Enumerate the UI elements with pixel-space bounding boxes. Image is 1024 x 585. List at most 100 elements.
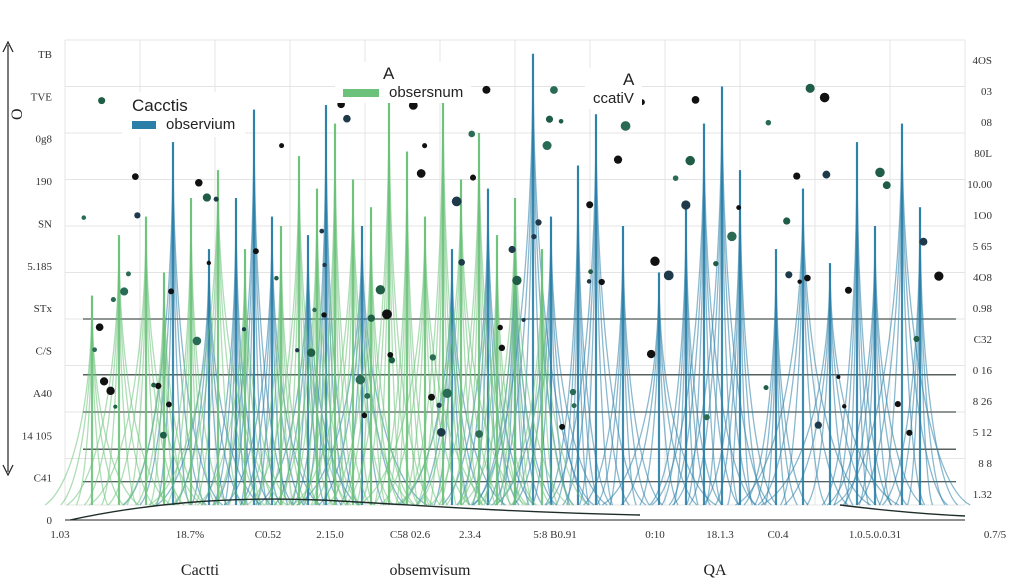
- right-tick-label: 8 26: [973, 396, 993, 408]
- data-point: [416, 169, 426, 178]
- data-point: [783, 217, 791, 225]
- data-point: [165, 401, 172, 408]
- data-point: [542, 141, 552, 151]
- right-tick-label: 1.32: [973, 489, 992, 501]
- left-tick-label: 0g8: [36, 134, 53, 146]
- axes: [2, 40, 966, 521]
- data-point: [442, 388, 452, 399]
- series-line: [802, 188, 871, 506]
- data-point: [785, 271, 793, 279]
- baseline-curve-right: [839, 504, 966, 517]
- data-point: [713, 260, 719, 267]
- data-point: [98, 97, 106, 105]
- right-tick-label: 4O8: [973, 272, 992, 284]
- series-line: [406, 151, 419, 506]
- data-point: [134, 212, 141, 219]
- left-tick-label: 0: [47, 515, 53, 527]
- data-point: [691, 96, 700, 104]
- right-tick-label: 4OS: [972, 55, 992, 67]
- data-point: [598, 278, 605, 286]
- data-point: [736, 205, 742, 210]
- data-point: [588, 269, 593, 275]
- x-tick-label: 18.1.3: [706, 529, 734, 541]
- legend-swatch: [343, 88, 379, 97]
- data-point: [797, 279, 802, 284]
- data-point: [586, 201, 594, 209]
- legend-label: observium: [166, 116, 236, 133]
- legend-title: A: [623, 70, 635, 89]
- legend-swatch: [132, 120, 156, 129]
- data-point: [681, 200, 691, 210]
- data-point: [81, 215, 87, 220]
- data-point: [429, 354, 437, 361]
- left-tick-label: 5.185: [27, 261, 52, 273]
- scatter-points: [81, 83, 944, 439]
- data-point: [306, 348, 316, 357]
- data-point: [295, 348, 300, 353]
- data-point: [192, 336, 202, 346]
- data-point: [252, 248, 259, 255]
- data-point: [195, 179, 203, 187]
- data-point: [545, 115, 554, 123]
- data-point: [202, 193, 211, 202]
- series-line: [514, 198, 570, 506]
- data-point: [408, 100, 418, 110]
- data-point: [559, 423, 566, 430]
- legend-title: Cacctis: [132, 96, 188, 115]
- data-point: [382, 309, 392, 320]
- data-point: [613, 155, 623, 164]
- data-point: [836, 374, 841, 379]
- series-obsersnum: [44, 77, 589, 506]
- series-line: [88, 216, 147, 506]
- data-point: [99, 377, 109, 386]
- series-line: [44, 295, 93, 506]
- x-tick-label: C0.4: [767, 529, 789, 541]
- legend-a-green: A obsersnum: [335, 62, 472, 103]
- data-point: [155, 382, 162, 390]
- data-point: [106, 386, 115, 396]
- data-point: [512, 275, 522, 286]
- data-point: [531, 234, 537, 240]
- data-point: [422, 143, 428, 149]
- data-point: [482, 85, 491, 94]
- left-tick-label: TB: [38, 49, 52, 61]
- data-point: [168, 288, 175, 295]
- bottom-label-obsemvisum: obsemvisum: [390, 562, 471, 579]
- x-tick-label: 1.03: [50, 529, 70, 541]
- data-point: [125, 271, 131, 277]
- left-tick-labels: TB TVE 0g8 190 SN 5.185 STx C/S A40 14 105 C41 0: [22, 49, 53, 527]
- data-point: [822, 170, 831, 179]
- series-line: [532, 53, 595, 506]
- data-point: [571, 403, 577, 409]
- data-point: [586, 279, 592, 284]
- data-point: [159, 431, 167, 439]
- data-point: [95, 323, 104, 332]
- data-point: [343, 114, 351, 123]
- x-tick-label: 2.15.0: [316, 529, 344, 541]
- x-tick-label: C0.52: [255, 529, 282, 541]
- legend-label: obsersnum: [389, 84, 464, 101]
- data-point: [113, 404, 118, 409]
- series-line: [833, 123, 903, 506]
- left-tick-label: 190: [36, 176, 53, 188]
- data-point: [367, 314, 375, 322]
- left-tick-label: C41: [34, 473, 52, 485]
- right-tick-label: 80L: [974, 148, 992, 160]
- data-point: [805, 83, 815, 93]
- data-point: [388, 357, 396, 364]
- left-tick-label: A40: [33, 388, 52, 400]
- series-line: [802, 188, 827, 506]
- data-point: [364, 392, 371, 399]
- right-tick-label: 8 8: [978, 458, 992, 470]
- series-line: [721, 86, 740, 506]
- series-line: [75, 295, 93, 506]
- left-tick-label: STx: [34, 303, 53, 315]
- arrow-up-icon: [2, 40, 14, 53]
- data-point: [814, 421, 822, 429]
- data-point: [437, 428, 446, 437]
- series-line: [906, 207, 921, 506]
- data-point: [355, 374, 366, 385]
- data-point: [521, 317, 526, 323]
- data-point: [819, 92, 830, 103]
